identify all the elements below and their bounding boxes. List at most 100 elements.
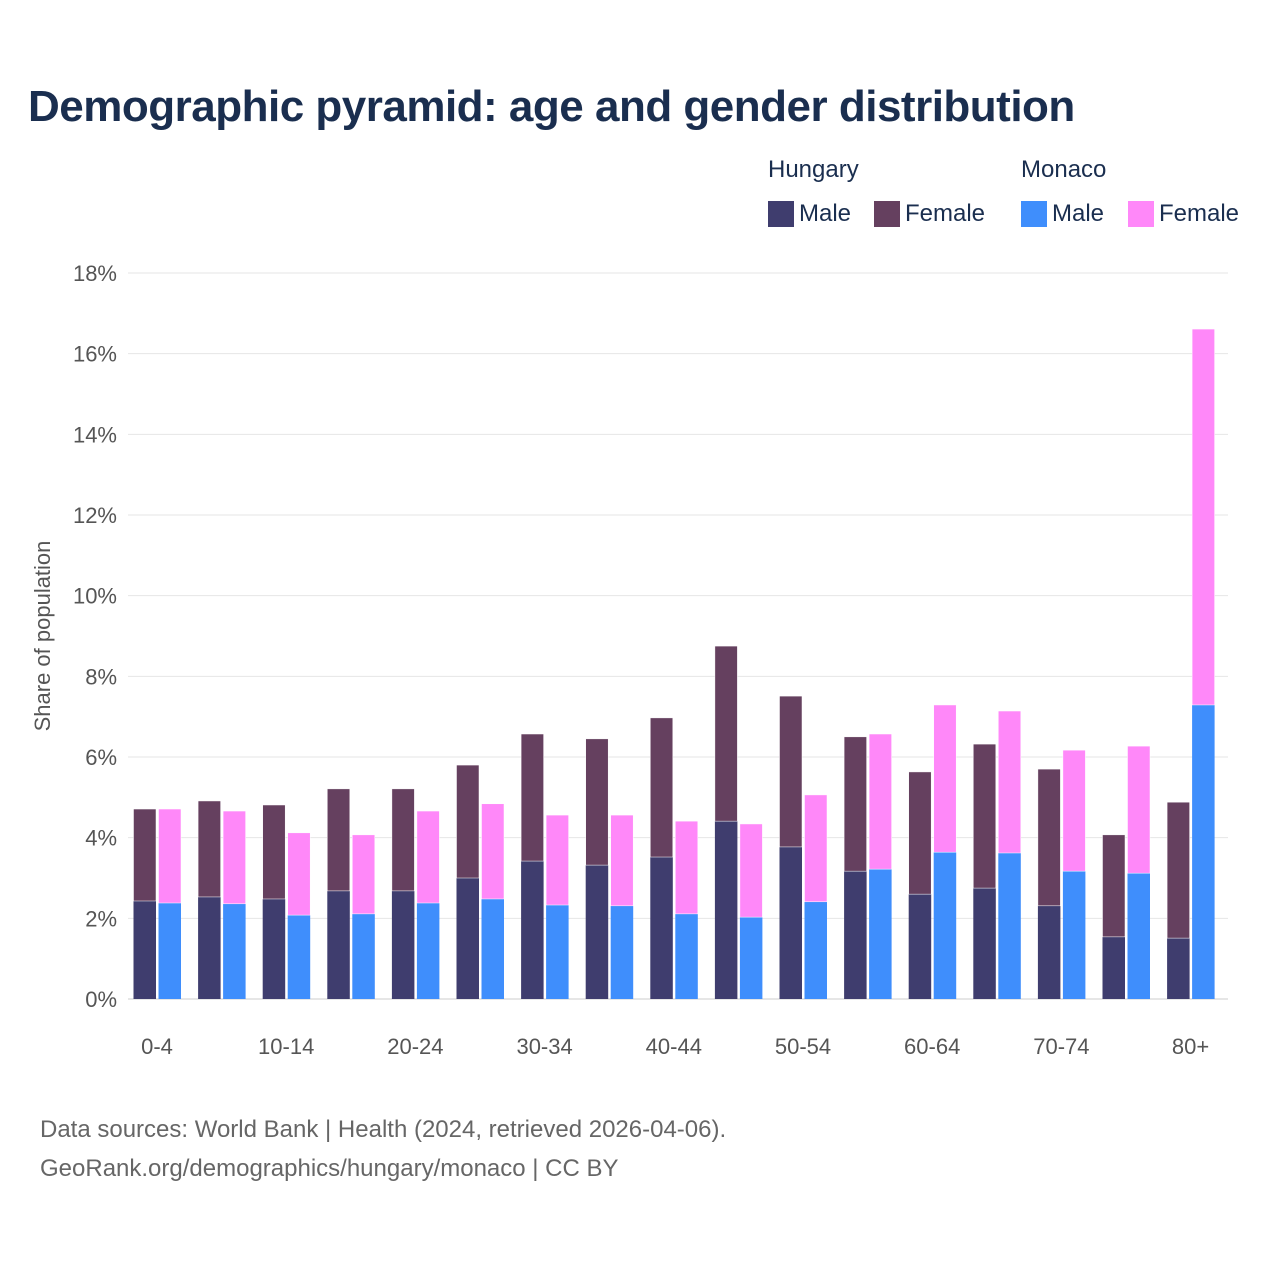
legend-group-hungary: Hungary: [768, 156, 859, 183]
bar-hungary-male-25-29[interactable]: [456, 878, 480, 999]
y-tick-label: 14%: [73, 422, 117, 447]
bar-hungary-male-80+[interactable]: [1167, 938, 1190, 999]
bar-hungary-female-30-34[interactable]: [520, 733, 544, 862]
bar-monaco-male-55-59[interactable]: [869, 869, 892, 999]
bar-monaco-female-30-34[interactable]: [545, 814, 569, 906]
bar-monaco-male-75-79[interactable]: [1127, 873, 1151, 999]
bar-monaco-female-35-39[interactable]: [610, 814, 634, 907]
x-tick-label: 70-74: [1033, 1034, 1089, 1059]
bar-hungary-female-0-4[interactable]: [133, 808, 157, 902]
bar-hungary-female-10-14[interactable]: [262, 804, 286, 900]
bar-hungary-female-55-59[interactable]: [843, 736, 867, 872]
legend-monaco-female[interactable]: Female: [1128, 200, 1239, 228]
bar-hungary-female-15-19[interactable]: [327, 788, 351, 892]
legend-hungary-male[interactable]: Male: [768, 200, 851, 228]
legend-monaco-male[interactable]: Male: [1021, 200, 1104, 228]
bar-hungary-female-70-74[interactable]: [1037, 768, 1061, 907]
bar-hungary-female-25-29[interactable]: [456, 764, 480, 879]
bar-hungary-female-5-9[interactable]: [197, 800, 221, 898]
bar-monaco-male-70-74[interactable]: [1062, 871, 1086, 999]
bar-hungary-male-10-14[interactable]: [262, 898, 286, 999]
source-line-2: GeoRank.org/demographics/hungary/monaco …: [40, 1155, 619, 1182]
bar-hungary-male-65-69[interactable]: [973, 888, 996, 999]
bar-monaco-female-50-54[interactable]: [804, 794, 828, 903]
bar-monaco-female-40-44[interactable]: [675, 820, 699, 915]
bar-monaco-female-15-19[interactable]: [352, 834, 376, 915]
bar-monaco-female-20-24[interactable]: [416, 810, 440, 904]
bar-hungary-male-15-19[interactable]: [327, 890, 350, 999]
bar-monaco-female-80+[interactable]: [1191, 328, 1215, 706]
bar-monaco-male-60-64[interactable]: [933, 852, 957, 999]
bar-monaco-male-10-14[interactable]: [287, 915, 311, 999]
bar-monaco-male-0-4[interactable]: [158, 903, 182, 999]
bar-hungary-male-35-39[interactable]: [585, 865, 609, 999]
source-line-1: Data sources: World Bank | Health (2024,…: [40, 1116, 727, 1143]
bar-monaco-female-10-14[interactable]: [287, 832, 311, 916]
legend-swatch: [1021, 201, 1047, 227]
legend-label: Male: [1052, 200, 1105, 227]
y-tick-label: 12%: [73, 503, 117, 528]
bar-monaco-female-5-9[interactable]: [222, 810, 246, 905]
bar-hungary-male-50-54[interactable]: [779, 846, 803, 999]
bar-hungary-male-45-49[interactable]: [714, 821, 738, 999]
bar-hungary-male-70-74[interactable]: [1037, 905, 1061, 999]
x-tick-label: 30-34: [516, 1034, 572, 1059]
bar-monaco-male-65-69[interactable]: [998, 852, 1021, 999]
bar-hungary-female-45-49[interactable]: [714, 645, 738, 822]
bar-monaco-male-45-49[interactable]: [739, 917, 763, 999]
bar-monaco-male-15-19[interactable]: [352, 913, 375, 999]
bar-monaco-male-25-29[interactable]: [481, 898, 505, 999]
bar-monaco-female-0-4[interactable]: [158, 808, 182, 904]
y-tick-label: 18%: [73, 261, 117, 286]
bar-hungary-female-65-69[interactable]: [973, 743, 997, 889]
bar-monaco-male-35-39[interactable]: [610, 905, 634, 999]
y-tick-label: 4%: [85, 826, 117, 851]
y-tick-label: 8%: [85, 664, 117, 689]
x-tick-label: 0-4: [141, 1034, 173, 1059]
bar-monaco-female-70-74[interactable]: [1062, 749, 1086, 872]
bar-monaco-female-45-49[interactable]: [739, 823, 763, 918]
legend-swatch: [874, 201, 900, 227]
x-tick-label: 40-44: [646, 1034, 702, 1059]
x-tick-label: 50-54: [775, 1034, 831, 1059]
bar-monaco-female-60-64[interactable]: [933, 704, 957, 853]
y-tick-label: 16%: [73, 342, 117, 367]
bar-hungary-male-55-59[interactable]: [844, 871, 867, 999]
bar-monaco-female-65-69[interactable]: [998, 710, 1022, 854]
bar-hungary-male-60-64[interactable]: [908, 894, 932, 999]
bar-hungary-male-20-24[interactable]: [391, 890, 415, 999]
bar-hungary-female-75-79[interactable]: [1102, 834, 1126, 938]
bar-hungary-female-60-64[interactable]: [908, 771, 932, 895]
bar-monaco-male-30-34[interactable]: [546, 905, 569, 999]
bar-monaco-male-20-24[interactable]: [416, 903, 440, 999]
legend-swatch: [1128, 201, 1154, 227]
bar-monaco-female-25-29[interactable]: [481, 803, 505, 900]
bar-hungary-female-40-44[interactable]: [650, 717, 674, 858]
legend-group-monaco: Monaco: [1021, 156, 1107, 183]
bar-hungary-male-40-44[interactable]: [650, 857, 673, 999]
x-tick-label: 60-64: [904, 1034, 960, 1059]
y-tick-label: 10%: [73, 584, 117, 609]
legend-label: Male: [799, 200, 852, 227]
bar-hungary-female-35-39[interactable]: [585, 738, 609, 866]
chart-plot: 0% 2% 4% 6% 8% 10% 12% 14% 16% 18% 0-4 10-14 20-24 3…: [30, 261, 1228, 1059]
legend-hungary-female[interactable]: Female: [874, 200, 985, 228]
bar-hungary-male-75-79[interactable]: [1102, 936, 1126, 999]
y-tick-label: 0%: [85, 987, 117, 1012]
bar-hungary-male-0-4[interactable]: [133, 900, 157, 999]
bar-monaco-male-50-54[interactable]: [804, 901, 828, 999]
bar-hungary-female-80+[interactable]: [1166, 801, 1190, 939]
y-axis-label: Share of population: [30, 541, 55, 732]
bar-hungary-male-30-34[interactable]: [521, 861, 544, 999]
x-tick-label: 10-14: [258, 1034, 314, 1059]
bar-hungary-male-5-9[interactable]: [198, 896, 221, 999]
y-tick-label: 2%: [85, 906, 117, 931]
bar-monaco-male-40-44[interactable]: [675, 913, 698, 999]
bar-monaco-male-5-9[interactable]: [223, 903, 246, 999]
bar-monaco-female-55-59[interactable]: [868, 733, 892, 870]
bar-monaco-female-75-79[interactable]: [1127, 745, 1151, 874]
bar-hungary-female-50-54[interactable]: [779, 695, 803, 848]
bar-hungary-female-20-24[interactable]: [391, 788, 415, 892]
legend-swatch: [768, 201, 794, 227]
bar-monaco-male-80+[interactable]: [1192, 704, 1215, 999]
